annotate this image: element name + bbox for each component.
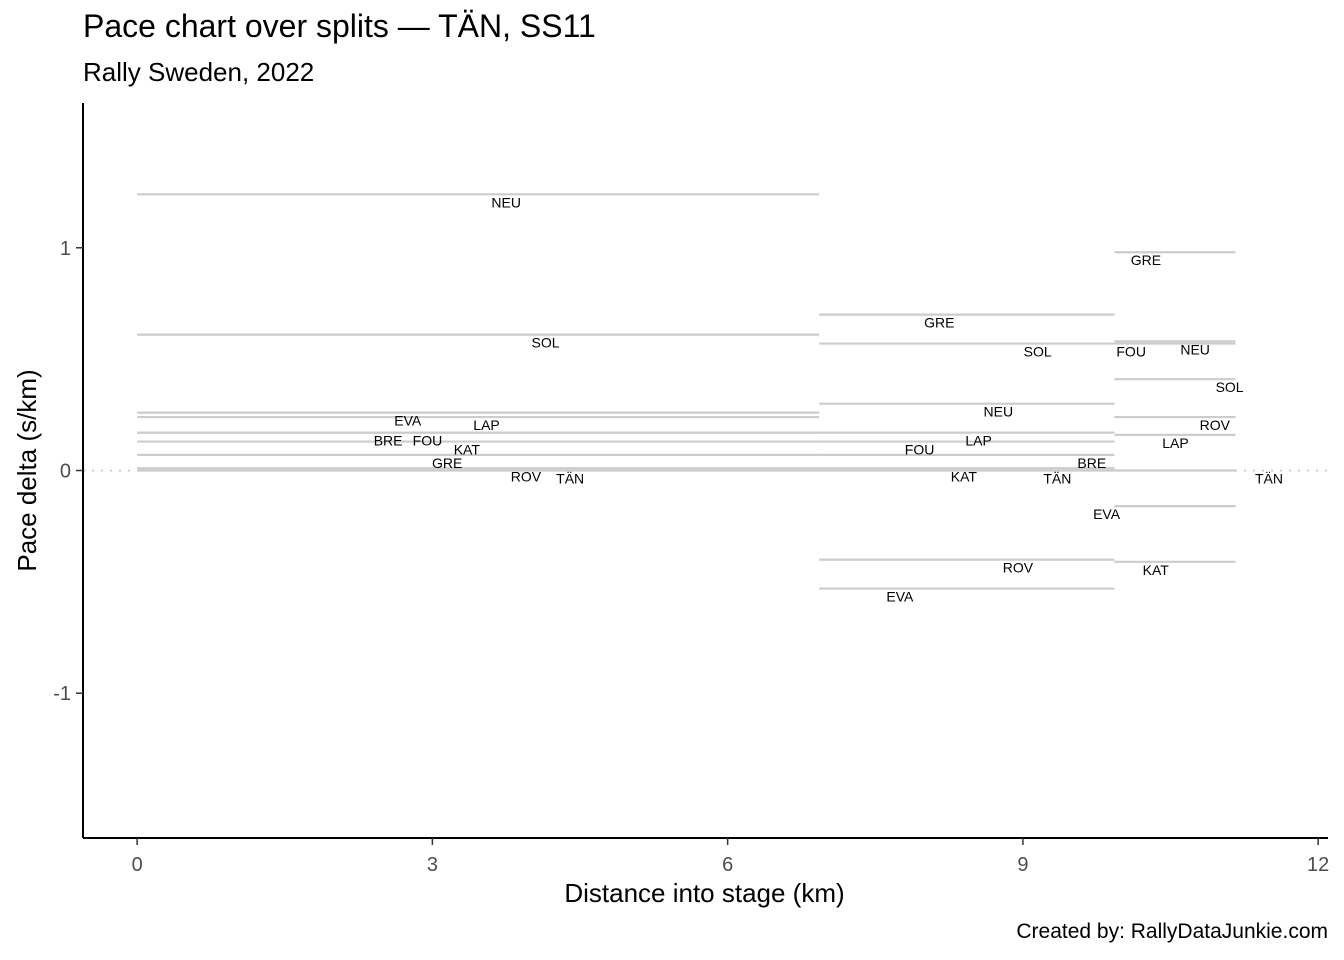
driver-label-fou-split3: FOU	[1116, 344, 1146, 360]
driver-label-rov-split3: ROV	[1200, 417, 1231, 433]
driver-label-sol-split2: SOL	[1024, 344, 1052, 360]
driver-label-gre-split2: GRE	[924, 315, 954, 331]
x-tick-label: 0	[132, 854, 143, 876]
driver-label-tän-split3: TÄN	[1255, 471, 1283, 487]
driver-label-gre-split3: GRE	[1131, 252, 1161, 268]
driver-label-fou-split2: FOU	[905, 442, 935, 458]
driver-labels-layer: BRETÄNROVGREKATFOULAPEVASOLNEUEVAROVTÄNK…	[374, 194, 1283, 604]
chart-subtitle: Rally Sweden, 2022	[83, 57, 315, 87]
credit-caption: Created by: RallyDataJunkie.com	[1016, 920, 1328, 943]
driver-label-kat-split2: KAT	[951, 468, 978, 484]
x-tick-label: 12	[1307, 854, 1329, 876]
x-axis-title: Distance into stage (km)	[564, 878, 844, 908]
driver-label-bre-split1: BRE	[374, 433, 403, 449]
driver-label-neu-split3: NEU	[1180, 341, 1210, 357]
x-tick-label: 9	[1017, 854, 1028, 876]
driver-label-fou-split1: FOU	[413, 433, 443, 449]
x-tick-label: 3	[427, 854, 438, 876]
y-tick-label: 1	[60, 238, 71, 260]
driver-label-rov-split1: ROV	[511, 468, 542, 484]
driver-label-kat-split3: KAT	[1143, 562, 1170, 578]
y-tick-label: -1	[53, 683, 71, 705]
driver-label-lap-split3: LAP	[1162, 435, 1188, 451]
y-tick-label: 0	[60, 461, 71, 483]
chart-title: Pace chart over splits — TÄN, SS11	[83, 8, 596, 44]
pace-segments-layer	[137, 193, 1236, 590]
driver-label-sol-split3: SOL	[1216, 379, 1244, 395]
driver-label-lap-split2: LAP	[965, 433, 991, 449]
driver-label-eva-split3: EVA	[1093, 506, 1121, 522]
driver-label-sol-split1: SOL	[532, 335, 560, 351]
driver-label-neu-split2: NEU	[984, 404, 1014, 420]
driver-label-eva-split1: EVA	[394, 413, 422, 429]
driver-label-gre-split1: GRE	[432, 455, 462, 471]
y-axis-title: Pace delta (s/km)	[12, 369, 42, 571]
x-tick-label: 6	[722, 854, 733, 876]
axes-layer: 0 3 6 9 12 -1 0 1 Distance into stage (km) Pace d…	[12, 103, 1329, 908]
driver-label-lap-split1: LAP	[473, 417, 499, 433]
driver-label-bre-split2: BRE	[1077, 455, 1106, 471]
driver-label-eva-split2: EVA	[886, 589, 914, 605]
driver-label-rov-split2: ROV	[1003, 560, 1034, 576]
driver-label-tän-split1: TÄN	[556, 471, 584, 487]
driver-label-kat-split1: KAT	[454, 442, 481, 458]
driver-label-neu-split1: NEU	[491, 194, 521, 210]
driver-label-tän-split2: TÄN	[1043, 471, 1071, 487]
